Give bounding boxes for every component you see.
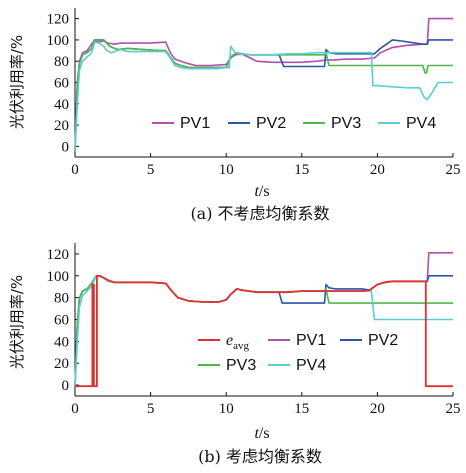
legend-label: PV3: [331, 115, 361, 132]
x-tick-label: 0: [71, 162, 79, 178]
y-tick-label: 0: [62, 139, 70, 155]
legend-label: PV4: [296, 357, 326, 374]
series-line-pv4: [74, 41, 453, 152]
y-tick-label: 20: [54, 356, 69, 372]
series-line-e-avg: [75, 274, 453, 388]
xlabel-unit: /s: [259, 183, 270, 200]
legend-label: PV2: [256, 115, 286, 132]
legend-label: eavg: [226, 332, 249, 352]
series-line-pv3: [74, 39, 453, 152]
xlabel-var: t: [254, 425, 259, 442]
panel-b-axes: 0 5 10 15 20 25 0 20 40 60 80 100 120: [47, 243, 461, 417]
panel-b-caption: (b) 考虑均衡系数: [198, 447, 322, 466]
legend-label: PV2: [368, 332, 398, 349]
legend-label: PV1: [296, 332, 326, 349]
panel-b-xlabel: t/s: [254, 425, 269, 442]
legend-label: PV3: [226, 357, 256, 374]
panel-a-series: [74, 17, 453, 152]
y-tick-label: 20: [54, 118, 69, 134]
y-tick-label: 0: [62, 378, 70, 394]
y-tick-label: 100: [47, 33, 70, 49]
x-tick-label: 5: [147, 401, 155, 417]
xlabel-var: t: [254, 183, 259, 200]
panel-a-axes: 0 5 10 15 20 25 0 20 40 60 80 100 120: [47, 8, 461, 178]
y-tick-label: 40: [54, 97, 69, 113]
x-tick-label: 10: [219, 401, 234, 417]
legend-label-base: e: [226, 332, 233, 349]
y-tick-label: 40: [54, 334, 69, 350]
x-tick-label: 20: [370, 162, 385, 178]
x-tick-label: 25: [446, 162, 461, 178]
x-tick-label: 10: [219, 162, 234, 178]
panel-a: 光伏利用率/% 0 5 10 15 20 25 0 20 40 60 80 100 120 PV1 PV2…: [8, 8, 461, 223]
legend-label: PV4: [406, 115, 436, 132]
panel-b-series: [74, 252, 453, 388]
legend-label: PV1: [180, 115, 210, 132]
panel-b-ylabel: 光伏利用率/%: [8, 275, 26, 369]
panel-a-caption: (a) 不考虑均衡系数: [190, 204, 329, 223]
y-tick-label: 60: [54, 76, 69, 92]
y-tick-label: 80: [54, 291, 69, 307]
panel-b-legend: eavg PV1 PV2 PV3 PV4: [198, 332, 398, 374]
panel-a-ylabel: 光伏利用率/%: [8, 35, 26, 129]
y-tick-label: 120: [47, 247, 70, 263]
xlabel-unit: /s: [259, 425, 270, 442]
y-tick-label: 100: [47, 269, 70, 285]
x-tick-label: 5: [147, 162, 155, 178]
x-tick-label: 0: [71, 401, 79, 417]
series-line-pv2: [74, 39, 453, 152]
y-tick-label: 80: [54, 54, 69, 70]
panel-b: 光伏利用率/% 0 5 10 15 20 25 0 20 40 60 80 100 120 eavg PV…: [8, 243, 461, 466]
y-tick-label: 60: [54, 313, 69, 329]
x-tick-label: 20: [370, 401, 385, 417]
x-tick-label: 25: [446, 401, 461, 417]
legend-label-sub: avg: [233, 340, 249, 352]
panel-a-xlabel: t/s: [254, 183, 269, 200]
y-tick-label: 120: [47, 12, 70, 28]
x-tick-label: 15: [294, 401, 309, 417]
panel-a-legend: PV1 PV2 PV3 PV4: [152, 115, 436, 132]
x-tick-label: 15: [294, 162, 309, 178]
